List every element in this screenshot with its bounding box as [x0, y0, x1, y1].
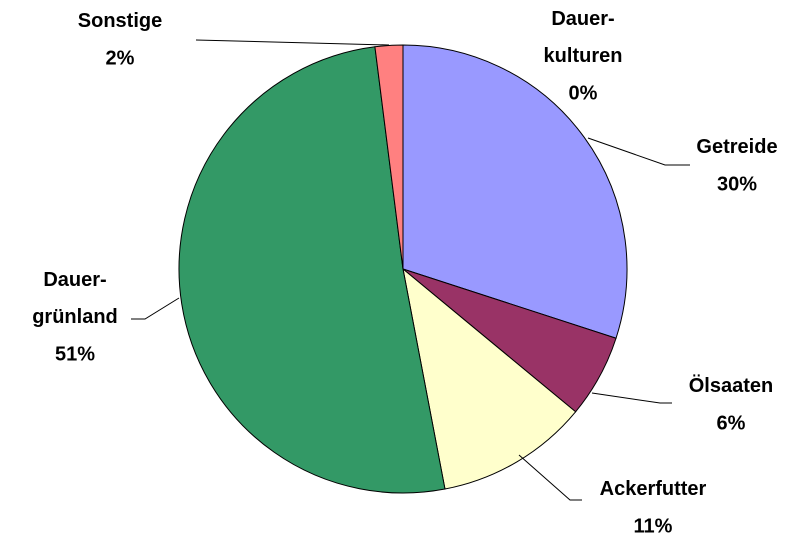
- slice-label: Sonstige: [78, 10, 162, 32]
- slice-label-line: Ackerfutter: [600, 478, 707, 500]
- slice-value-label: 51%: [55, 343, 95, 365]
- leader-line: [195, 39, 390, 46]
- slice-label-line: kulturen: [544, 45, 623, 67]
- slice-value-label: 0%: [569, 82, 598, 104]
- slice-value-label: 30%: [717, 173, 757, 195]
- leader-line: [131, 297, 180, 320]
- slice-label-line: Dauer-: [43, 269, 106, 291]
- slice-value-label: 6%: [717, 412, 746, 434]
- slice-label: Dauer-kulturen: [544, 8, 623, 67]
- slice-label: Dauer-grünland: [32, 269, 118, 328]
- slice-label-line: Ölsaaten: [689, 374, 773, 397]
- pie-slice: [178, 46, 446, 494]
- leader-line: [587, 137, 690, 166]
- leader-line: [518, 454, 582, 501]
- slice-label-line: Sonstige: [78, 10, 162, 32]
- pie-slice: [402, 44, 628, 339]
- slice-label-line: grünland: [32, 306, 118, 328]
- pie-slice: [402, 267, 577, 490]
- slice-label-line: Getreide: [696, 136, 777, 158]
- slice-label-line: Dauer-: [551, 8, 614, 30]
- slice-label: Getreide: [696, 136, 777, 158]
- slice-label: Ölsaaten: [689, 374, 773, 397]
- slice-value-label: 11%: [634, 515, 673, 533]
- slice-label: Ackerfutter: [600, 478, 707, 500]
- leader-line: [591, 392, 672, 404]
- slice-value-label: 2%: [106, 47, 135, 69]
